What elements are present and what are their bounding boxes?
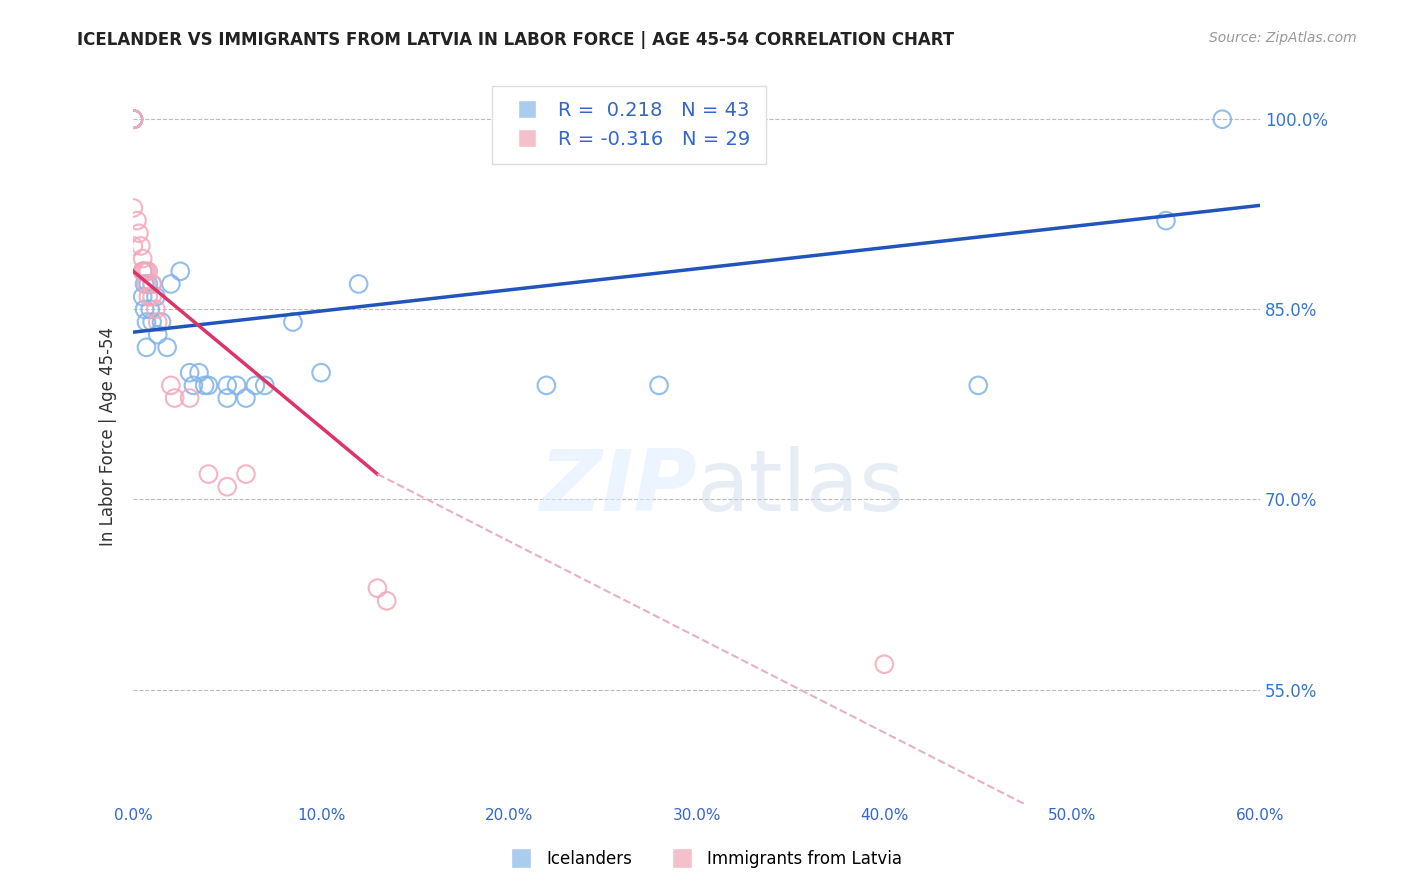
Point (122, 239, 145, 253)
Point (135, 340, 157, 354)
Point (245, 378, 267, 392)
Point (138, 277, 160, 291)
Text: Source: ZipAtlas.com: Source: ZipAtlas.com (1209, 31, 1357, 45)
Point (122, 201, 145, 215)
Point (129, 239, 152, 253)
Point (217, 391, 239, 405)
Point (138, 290, 160, 304)
Point (197, 378, 219, 392)
Point (309, 366, 332, 380)
Legend: R =  0.218   N = 43, R = -0.316   N = 29: R = 0.218 N = 43, R = -0.316 N = 29 (492, 86, 766, 164)
Point (194, 378, 217, 392)
Point (132, 264, 155, 278)
Point (132, 290, 155, 304)
Point (179, 366, 201, 380)
Point (122, 112, 145, 127)
Text: ZIP: ZIP (538, 446, 696, 529)
Point (188, 366, 211, 380)
Point (225, 378, 247, 392)
Point (217, 480, 239, 494)
Point (122, 112, 145, 127)
Point (138, 264, 160, 278)
Point (122, 112, 145, 127)
Point (139, 302, 162, 317)
Point (281, 315, 304, 329)
Point (122, 112, 145, 127)
Point (217, 378, 239, 392)
Point (122, 112, 145, 127)
Point (141, 315, 163, 329)
Point (132, 264, 155, 278)
Point (135, 264, 157, 278)
Point (146, 327, 169, 342)
Point (135, 277, 157, 291)
Point (146, 315, 169, 329)
Point (347, 277, 370, 291)
Point (253, 378, 276, 392)
Point (122, 112, 145, 127)
Point (648, 378, 671, 392)
Point (163, 391, 186, 405)
Point (235, 467, 257, 481)
Point (169, 264, 191, 278)
Y-axis label: In Labor Force | Age 45-54: In Labor Force | Age 45-54 (100, 326, 117, 546)
Point (179, 391, 201, 405)
Point (156, 340, 179, 354)
Point (183, 378, 205, 392)
Point (141, 277, 163, 291)
Point (122, 112, 145, 127)
Point (122, 112, 145, 127)
Text: atlas: atlas (696, 446, 904, 529)
Point (150, 315, 173, 329)
Point (160, 378, 183, 392)
Legend: Icelanders, Immigrants from Latvia: Icelanders, Immigrants from Latvia (498, 844, 908, 875)
Point (127, 213, 149, 227)
Point (1154, 213, 1177, 227)
Point (1211, 112, 1233, 127)
Point (145, 302, 167, 317)
Point (366, 581, 388, 595)
Point (145, 290, 167, 304)
Point (536, 378, 558, 392)
Point (134, 277, 156, 291)
Point (135, 315, 157, 329)
Point (967, 378, 990, 392)
Point (134, 264, 156, 278)
Point (141, 290, 163, 304)
Point (134, 302, 156, 317)
Point (160, 277, 183, 291)
Text: ICELANDER VS IMMIGRANTS FROM LATVIA IN LABOR FORCE | AGE 45-54 CORRELATION CHART: ICELANDER VS IMMIGRANTS FROM LATVIA IN L… (77, 31, 955, 49)
Point (375, 594, 398, 608)
Point (122, 112, 145, 127)
Point (122, 112, 145, 127)
Point (122, 112, 145, 127)
Point (235, 391, 257, 405)
Point (128, 227, 150, 241)
Point (873, 657, 896, 672)
Point (132, 252, 155, 266)
Point (197, 467, 219, 481)
Point (141, 277, 163, 291)
Point (122, 112, 145, 127)
